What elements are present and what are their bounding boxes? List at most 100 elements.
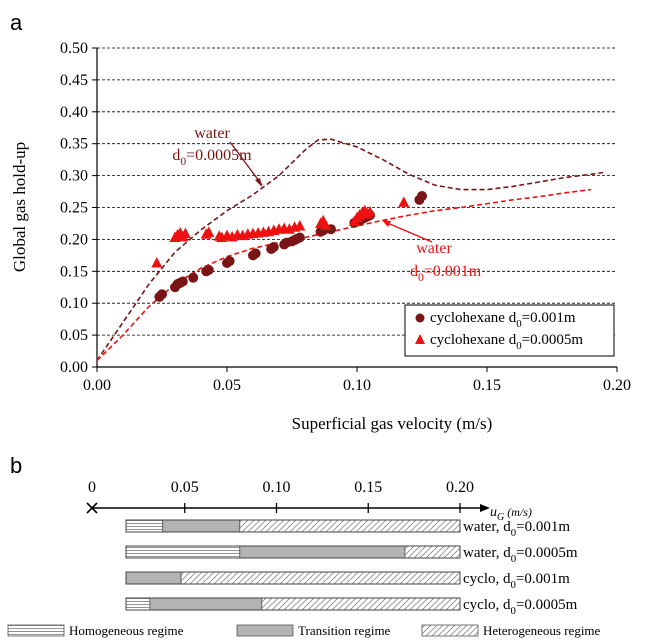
- y-tick-label: 0.20: [60, 231, 88, 248]
- axis-tick-label: 0.05: [171, 479, 199, 496]
- panel-label-b: b: [10, 453, 22, 478]
- circle-point: [224, 256, 235, 267]
- annotation-water-0005-size-sub: 0: [180, 156, 186, 168]
- legend-entry-0-sub: 0: [516, 318, 521, 330]
- axis-title-unit: (m/s): [504, 505, 532, 519]
- axis-origin-label: 0: [88, 479, 96, 496]
- regime-segment: [261, 597, 461, 611]
- annotation-water-001-title: water: [416, 240, 452, 257]
- regime-bar-outline: [125, 519, 461, 533]
- panel-label-a: a: [10, 10, 23, 35]
- annotation-water-0005-title: water: [194, 125, 230, 142]
- axis-tick-label: 0.10: [263, 479, 291, 496]
- regime-legend-label: Heterogeneous regime: [483, 623, 601, 638]
- annotation-water-0005-size-suffix: =0.0005m: [186, 147, 252, 164]
- triangle-point: [398, 196, 410, 207]
- regime-segment: [149, 597, 263, 611]
- circle-point: [203, 265, 214, 276]
- regime-row-label-1-suffix: =0.0005m: [516, 545, 578, 561]
- circle-point: [157, 289, 167, 300]
- circle-point: [250, 248, 261, 259]
- triangle-point: [179, 227, 191, 239]
- regime-row-label-1: water, d0=0.0005m: [463, 545, 578, 565]
- regime-row-label-2-main: cyclo, d: [463, 571, 511, 587]
- x-tick-label: 0.20: [603, 377, 631, 394]
- y-tick-labels: 0.00 0.05 0.10 0.15 0.20 0.25 0.30 0.35 0.40 0.45…: [60, 40, 88, 376]
- axis-arrowhead: [480, 504, 490, 512]
- x-tick-label: 0.10: [343, 377, 371, 394]
- y-tick-label: 0.35: [60, 136, 88, 153]
- y-tick-label: 0.05: [60, 327, 88, 344]
- legend-box: [404, 304, 615, 357]
- regime-row-label-2-sub: 0: [510, 579, 515, 591]
- y-tick-label: 0.25: [60, 200, 88, 217]
- regime-row-label-0-suffix: =0.001m: [516, 519, 570, 535]
- regime-bar-outline: [125, 545, 461, 559]
- regime-legend-swatch: [236, 624, 294, 637]
- annotation-water-001-size: d0=0.001m: [410, 263, 482, 284]
- axis-title: uG (m/s): [490, 505, 532, 523]
- regime-bar-outline: [125, 597, 461, 611]
- triangle-point: [294, 220, 306, 231]
- legend-entry-1: cyclohexane d0=0.0005m: [430, 332, 583, 352]
- triangle-point: [320, 219, 332, 230]
- regime-segment: [125, 545, 241, 559]
- regime-legend: Homogeneous regime Transition regime Heter…: [7, 623, 601, 638]
- annotation-water-0005-size-main: d: [172, 147, 180, 164]
- y-tick-label: 0.00: [60, 359, 88, 376]
- regime-row-label-0-main: water, d: [463, 519, 511, 535]
- circle-point: [177, 276, 188, 287]
- data-points: [151, 191, 427, 302]
- y-axis-title: Global gas hold-up: [10, 142, 29, 272]
- triangle-point: [203, 226, 215, 237]
- annotation-arrowhead-0005: [255, 178, 262, 187]
- legend-entry-0-suffix: =0.001m: [522, 310, 576, 326]
- regime-row-label-0-sub: 0: [511, 527, 516, 539]
- annotation-leader-001: [384, 221, 433, 243]
- annotation-leader-0005: [229, 141, 263, 186]
- legend-circle-marker: [415, 313, 425, 323]
- regime-legend-swatch: [7, 624, 65, 637]
- regime-bar-outline: [125, 571, 461, 585]
- regime-segment: [125, 519, 164, 533]
- triangle-point: [364, 205, 376, 217]
- axis-title-sub: G: [497, 512, 504, 523]
- legend-entry-1-sub: 0: [516, 340, 521, 352]
- regime-segment: [125, 571, 182, 585]
- axis-origin-cross: [86, 502, 98, 514]
- regime-row-label-0: water, d0=0.001m: [463, 519, 570, 539]
- regime-legend-label: Homogeneous regime: [69, 623, 184, 638]
- axis-tick-label: 0.20: [446, 479, 474, 496]
- regime-row-label-3-suffix: =0.0005m: [516, 597, 578, 613]
- y-tick-label: 0.45: [60, 72, 88, 89]
- regime-legend-swatch: [421, 624, 479, 637]
- legend-entry-0: cyclohexane d0=0.001m: [430, 310, 576, 330]
- y-tick-label: 0.30: [60, 168, 88, 185]
- x-tick-label: 0.05: [213, 377, 241, 394]
- x-tick-label: 0.00: [83, 377, 111, 394]
- annotation-water-001-size-suffix: =0.001m: [424, 263, 482, 280]
- axis-tick-label: 0.15: [354, 479, 382, 496]
- circle-point: [417, 191, 427, 202]
- regime-row-label-1-main: water, d: [463, 545, 511, 561]
- regime-segment: [239, 545, 406, 559]
- y-tick-label: 0.15: [60, 263, 88, 280]
- x-tick-label: 0.15: [473, 377, 501, 394]
- legend-triangle-marker: [415, 334, 425, 344]
- regime-segment: [125, 597, 151, 611]
- regime-row-label-2: cyclo, d0=0.001m: [463, 571, 570, 591]
- x-tick-labels: 0.00 0.05 0.10 0.15 0.20: [83, 377, 631, 394]
- regime-row-label-3-sub: 0: [510, 605, 515, 617]
- regime-segment: [162, 519, 241, 533]
- legend-entry-0-main: cyclohexane d: [430, 310, 517, 326]
- regime-row-label-3: cyclo, d0=0.0005m: [463, 597, 578, 617]
- regime-row-label-1-sub: 0: [511, 553, 516, 565]
- regime-segment: [239, 519, 461, 533]
- axes: [92, 47, 618, 372]
- y-tick-label: 0.40: [60, 104, 88, 121]
